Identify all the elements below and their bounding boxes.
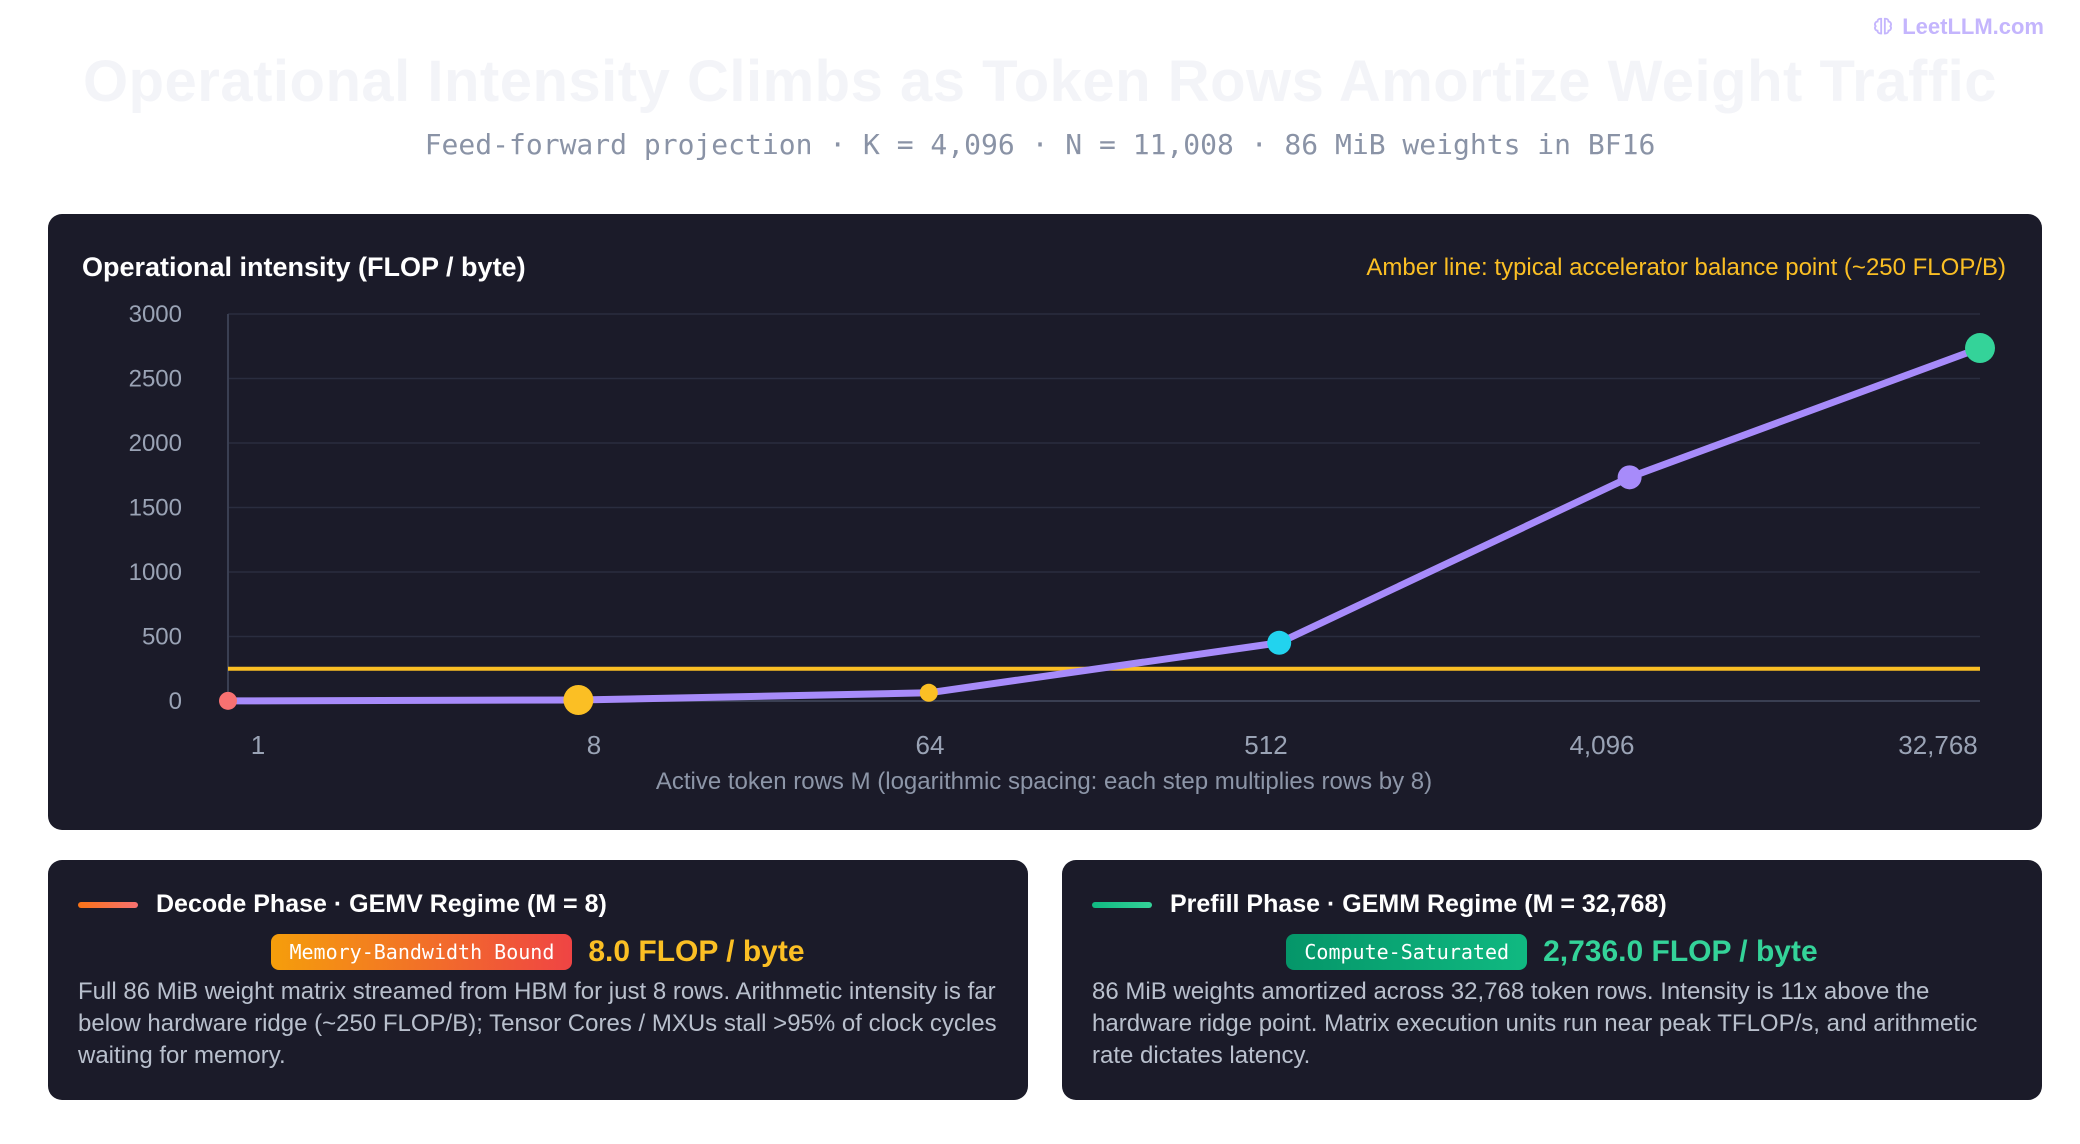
data-point-marker — [563, 684, 594, 715]
decode-phase-header: Decode Phase · GEMV Regime (M = 8) — [78, 890, 607, 919]
prefill-badge-row: Compute-Saturated 2,736.0 FLOP / byte — [1062, 934, 2042, 970]
prefill-swatch — [1092, 901, 1152, 908]
y-tick-label: 0 — [169, 688, 182, 715]
decode-intensity-value: 8.0 FLOP / byte — [588, 935, 805, 968]
x-tick-label: 4,096 — [1569, 730, 1634, 760]
x-tick-labels: 1 8 64 512 4,096 32,768 — [251, 730, 1978, 760]
prefill-phase-description: 86 MiB weights amortized across 32,768 t… — [1092, 978, 1978, 1069]
y-tick-label: 1000 — [129, 559, 182, 586]
y-tick-label: 2000 — [129, 430, 182, 457]
x-axis-label: Active token rows M (logarithmic spacing… — [656, 768, 1432, 795]
data-point-marker — [1965, 333, 1995, 364]
compute-saturated-badge: Compute-Saturated — [1286, 934, 1528, 970]
line-chart: 0 500 1000 1500 2000 2500 3000 1 8 64 512 4,096 32,… — [129, 301, 1995, 795]
series-layer — [224, 344, 1984, 705]
memory-bound-badge: Memory-Bandwidth Bound — [271, 934, 573, 970]
data-point-marker — [1267, 630, 1292, 655]
prefill-phase-card: Prefill Phase · GEMM Regime (M = 32,768)… — [1062, 860, 2042, 1100]
chart-card: Operational intensity (FLOP / byte) Ambe… — [48, 214, 2042, 830]
y-tick-label: 2500 — [129, 366, 182, 393]
page-title: Operational Intensity Climbs as Token Ro… — [82, 49, 1998, 114]
prefill-phase-header: Prefill Phase · GEMM Regime (M = 32,768) — [1092, 890, 1667, 919]
x-tick-label: 8 — [587, 730, 601, 760]
data-point-marker — [1617, 465, 1642, 490]
chart-annotation: Amber line: typical accelerator balance … — [1366, 254, 2006, 281]
brain-icon — [1874, 17, 1893, 35]
data-point-marker — [919, 683, 938, 702]
decode-swatch — [78, 901, 138, 908]
chart-title: Operational intensity (FLOP / byte) — [82, 252, 526, 282]
marker-layer — [219, 333, 1995, 715]
decode-badge-row: Memory-Bandwidth Bound 8.0 FLOP / byte — [48, 934, 1028, 970]
prefill-intensity-value: 2,736.0 FLOP / byte — [1543, 935, 1818, 968]
data-point-marker — [219, 691, 237, 710]
y-tick-labels: 0 500 1000 1500 2000 2500 3000 — [129, 301, 182, 715]
decode-phase-description: Full 86 MiB weight matrix streamed from … — [78, 978, 997, 1069]
grid-layer — [228, 313, 1980, 638]
x-tick-label: 512 — [1244, 730, 1287, 760]
intensity-series-line — [224, 344, 1984, 705]
prefill-phase-title: Prefill Phase · GEMM Regime (M = 32,768) — [1170, 890, 1667, 918]
y-tick-label: 500 — [142, 624, 182, 651]
x-tick-label: 1 — [251, 730, 265, 760]
y-tick-label: 1500 — [129, 495, 182, 522]
y-tick-label: 3000 — [129, 301, 182, 328]
decode-phase-title: Decode Phase · GEMV Regime (M = 8) — [156, 890, 607, 918]
x-tick-label: 32,768 — [1898, 730, 1978, 760]
page-subtitle: Feed-forward projection · K = 4,096 · N … — [424, 128, 1656, 161]
brand[interactable]: LeetLLM.com — [1872, 14, 2044, 40]
decode-phase-card: Decode Phase · GEMV Regime (M = 8) Memor… — [48, 860, 1028, 1100]
brand-label: LeetLLM.com — [1902, 14, 2044, 39]
x-tick-label: 64 — [916, 730, 945, 760]
